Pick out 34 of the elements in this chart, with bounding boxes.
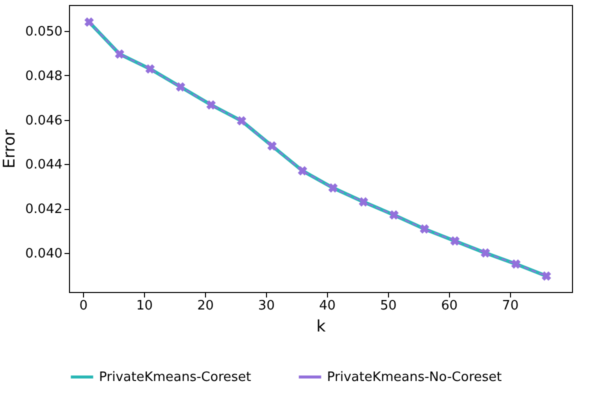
point [511,259,521,269]
legend-label: PrivateKmeans-No-Coreset [327,370,502,385]
x-tick-label: 10 [136,298,153,314]
y-tick-label: 0.048 [25,68,62,84]
x-tick-label: 70 [502,298,519,314]
x-tick-label: 30 [258,298,275,314]
point [480,248,490,258]
point [145,64,155,74]
point [328,183,338,193]
y-axis-title: Error [0,129,18,168]
y-tick-label: 0.040 [25,246,62,262]
y-tick-label: 0.050 [25,24,62,40]
y-tick-label: 0.042 [25,202,62,218]
x-tick-label: 60 [441,298,458,314]
point [358,197,368,207]
point [84,17,94,27]
point [236,116,246,126]
point [450,236,460,246]
point [176,82,186,92]
x-tick-label: 50 [380,298,397,314]
y-tick-label: 0.046 [25,113,62,128]
x-axis-title: k [316,316,326,336]
point [420,224,430,234]
point [114,49,124,59]
point [389,210,399,220]
point [542,271,552,281]
x-tick-label: 20 [197,298,214,314]
point [206,100,216,110]
legend-label: PrivateKmeans-Coreset [99,370,252,385]
x-tick-label: 0 [79,298,88,314]
y-tick-label: 0.044 [25,158,62,173]
x-tick-label: 40 [319,298,336,314]
point [298,166,308,176]
point [267,141,277,151]
